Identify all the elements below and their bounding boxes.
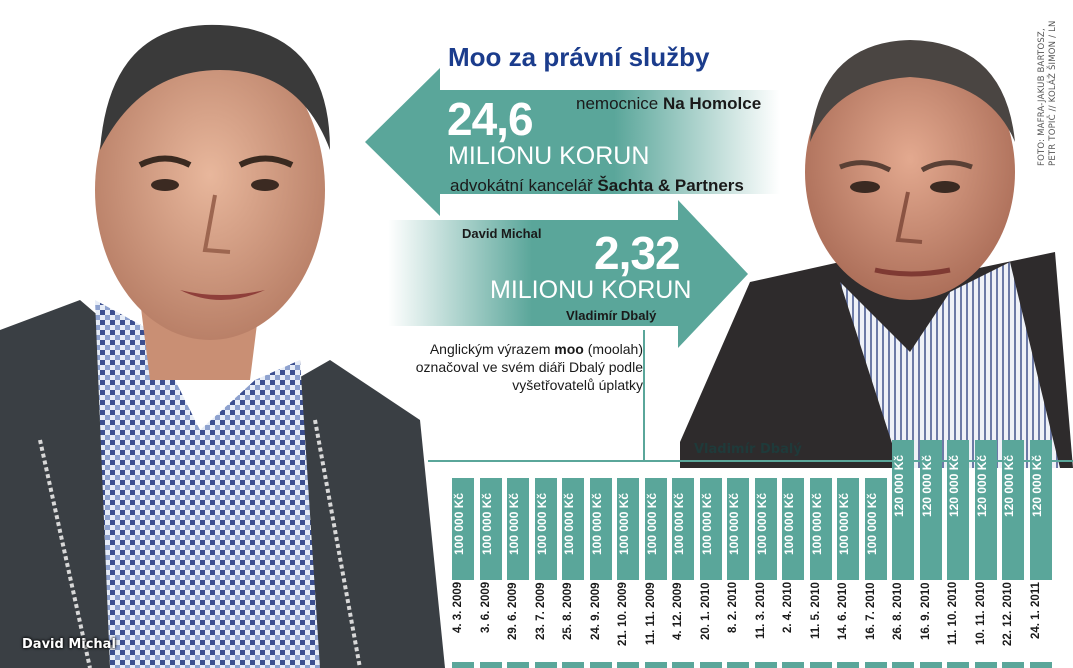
- arrow-hospital-to-law-firm: [365, 68, 780, 216]
- payment-date-box: [727, 580, 749, 662]
- payment-amount-label: 100 000 Kč: [727, 492, 741, 556]
- payment-date-label: 3. 6. 2009: [480, 582, 492, 634]
- payment-date-label: 21. 10. 2009: [617, 582, 629, 646]
- payment-date-box: [452, 580, 474, 662]
- payment-date-box: [755, 580, 777, 662]
- payment-date-label: 14. 6. 2010: [837, 582, 849, 640]
- payment-amount-label: 100 000 Kč: [755, 492, 769, 556]
- flow-bottom-from: David Michal: [462, 226, 542, 241]
- payment-amount-label: 120 000 Kč: [920, 454, 934, 518]
- payment-date-label: 11. 11. 2009: [645, 582, 657, 645]
- payment-date-box: [700, 580, 722, 662]
- payment-amount-label: 100 000 Kč: [535, 492, 549, 556]
- flow-bottom-amount: 2,32: [594, 227, 681, 279]
- flow-top-to-prefix: advokátní kancelář: [450, 176, 598, 195]
- payment-date-box: [892, 580, 914, 662]
- flow-top-unit: MILIONU KORUN: [448, 142, 650, 170]
- photo-credit-line-1: FOTO: MAFRA-JAKUB BARTOSZ,: [1037, 28, 1047, 166]
- payment-date-label: 11. 10. 2010: [947, 582, 959, 646]
- payment-amount-label: 120 000 Kč: [892, 454, 906, 518]
- payment-amount-label: 100 000 Kč: [672, 492, 686, 556]
- payment-date-label: 22. 12. 2010: [1002, 582, 1014, 646]
- payment-date-label: 11. 5. 2010: [810, 582, 822, 639]
- payment-date-box: [947, 580, 969, 662]
- payment-amount-label: 100 000 Kč: [617, 492, 631, 556]
- payment-amount-label: 100 000 Kč: [865, 492, 879, 556]
- payment-date-label: 26. 8. 2010: [892, 582, 904, 640]
- payment-date-box: [645, 580, 667, 662]
- payment-date-label: 24. 9. 2009: [590, 582, 602, 640]
- flow-top-from-name: Na Homolce: [662, 94, 762, 113]
- payment-amount-label: 120 000 Kč: [947, 454, 961, 518]
- payment-amount-label: 100 000 Kč: [782, 492, 796, 556]
- payment-date-label: 4. 3. 2009: [452, 582, 464, 634]
- payment-amount-label: 120 000 Kč: [1030, 454, 1044, 518]
- payment-date-box: [672, 580, 694, 662]
- note-text-1: Anglickým výrazem: [429, 341, 555, 357]
- payment-amount-label: 100 000 Kč: [590, 492, 604, 556]
- connector-line: [643, 330, 645, 462]
- flow-top-to: advokátní kancelář Šachta & Partners: [450, 176, 744, 196]
- caption-vladimir-dbaly: Vladimír Dbalý: [694, 442, 802, 457]
- payment-date-box: [920, 580, 942, 662]
- payment-date-box: [1002, 580, 1024, 662]
- payment-date-label: 2. 4. 2010: [782, 582, 794, 634]
- photo-vladimir-dbaly: [660, 22, 1073, 468]
- flow-bottom-unit: MILIONU KORUN: [490, 276, 692, 304]
- payment-date-box: [617, 580, 639, 662]
- payment-date-box: [562, 580, 584, 662]
- payment-amount-label: 120 000 Kč: [1002, 454, 1016, 518]
- payment-amount-label: 120 000 Kč: [975, 454, 989, 518]
- payment-date-box: [837, 580, 859, 662]
- payment-amount-label: 100 000 Kč: [645, 492, 659, 556]
- caption-david-michal: David Michal: [22, 637, 116, 652]
- payment-amount-label: 100 000 Kč: [700, 492, 714, 556]
- flow-top-to-name: Šachta & Partners: [597, 176, 744, 195]
- photo-credit-line-2: PETR TOPIČ // KOLÁŽ ŠIMON / LN: [1048, 20, 1058, 166]
- payment-amount-label: 100 000 Kč: [452, 492, 466, 556]
- payment-amount-label: 100 000 Kč: [562, 492, 576, 556]
- payment-date-box: [590, 580, 612, 662]
- payment-date-box: [975, 580, 997, 662]
- payment-date-label: 20. 1. 2010: [700, 582, 712, 640]
- payment-date-box: [1030, 580, 1052, 662]
- payment-date-label: 16. 7. 2010: [865, 582, 877, 640]
- note-text-2: (moolah) označoval ve svém diáři Dbalý p…: [415, 341, 643, 393]
- payment-amount-label: 100 000 Kč: [507, 492, 521, 556]
- payment-date-box: [810, 580, 832, 662]
- payment-date-label: 24. 1. 2011: [1030, 582, 1042, 639]
- payment-date-label: 10. 11. 2010: [975, 582, 987, 646]
- payment-date-box: [535, 580, 557, 662]
- flow-top-amount: 24,6: [447, 93, 534, 145]
- arrow-michal-to-dbaly: [388, 200, 748, 348]
- payment-date-label: 16. 9. 2010: [920, 582, 932, 640]
- payment-date-box: [782, 580, 804, 662]
- payments-panel: [428, 460, 1073, 668]
- payment-date-label: 8. 2. 2010: [727, 582, 739, 634]
- payment-date-box: [507, 580, 529, 662]
- photo-credit: FOTO: MAFRA-JAKUB BARTOSZ, PETR TOPIČ //…: [1037, 6, 1067, 166]
- payment-amount-label: 100 000 Kč: [480, 492, 494, 556]
- photo-david-michal: [0, 0, 445, 668]
- payment-date-label: 4. 12. 2009: [672, 582, 684, 640]
- flow-top-from: nemocnice Na Homolce: [576, 94, 761, 114]
- flow-top-from-prefix: nemocnice: [576, 94, 663, 113]
- payment-amount-label: 100 000 Kč: [837, 492, 851, 556]
- payment-date-label: 29. 6. 2009: [507, 582, 519, 640]
- payment-date-label: 11. 3. 2010: [755, 582, 767, 639]
- moo-explanation-note: Anglickým výrazem moo (moolah) označoval…: [398, 340, 643, 394]
- flow-bottom-to: Vladimír Dbalý: [566, 308, 657, 323]
- note-keyword: moo: [554, 341, 584, 357]
- payment-date-box: [865, 580, 887, 662]
- payment-date-box: [480, 580, 502, 662]
- payment-amount-label: 100 000 Kč: [810, 492, 824, 556]
- page-title: Moo za právní služby: [448, 42, 710, 72]
- payment-date-label: 23. 7. 2009: [535, 582, 547, 640]
- payment-date-label: 25. 8. 2009: [562, 582, 574, 640]
